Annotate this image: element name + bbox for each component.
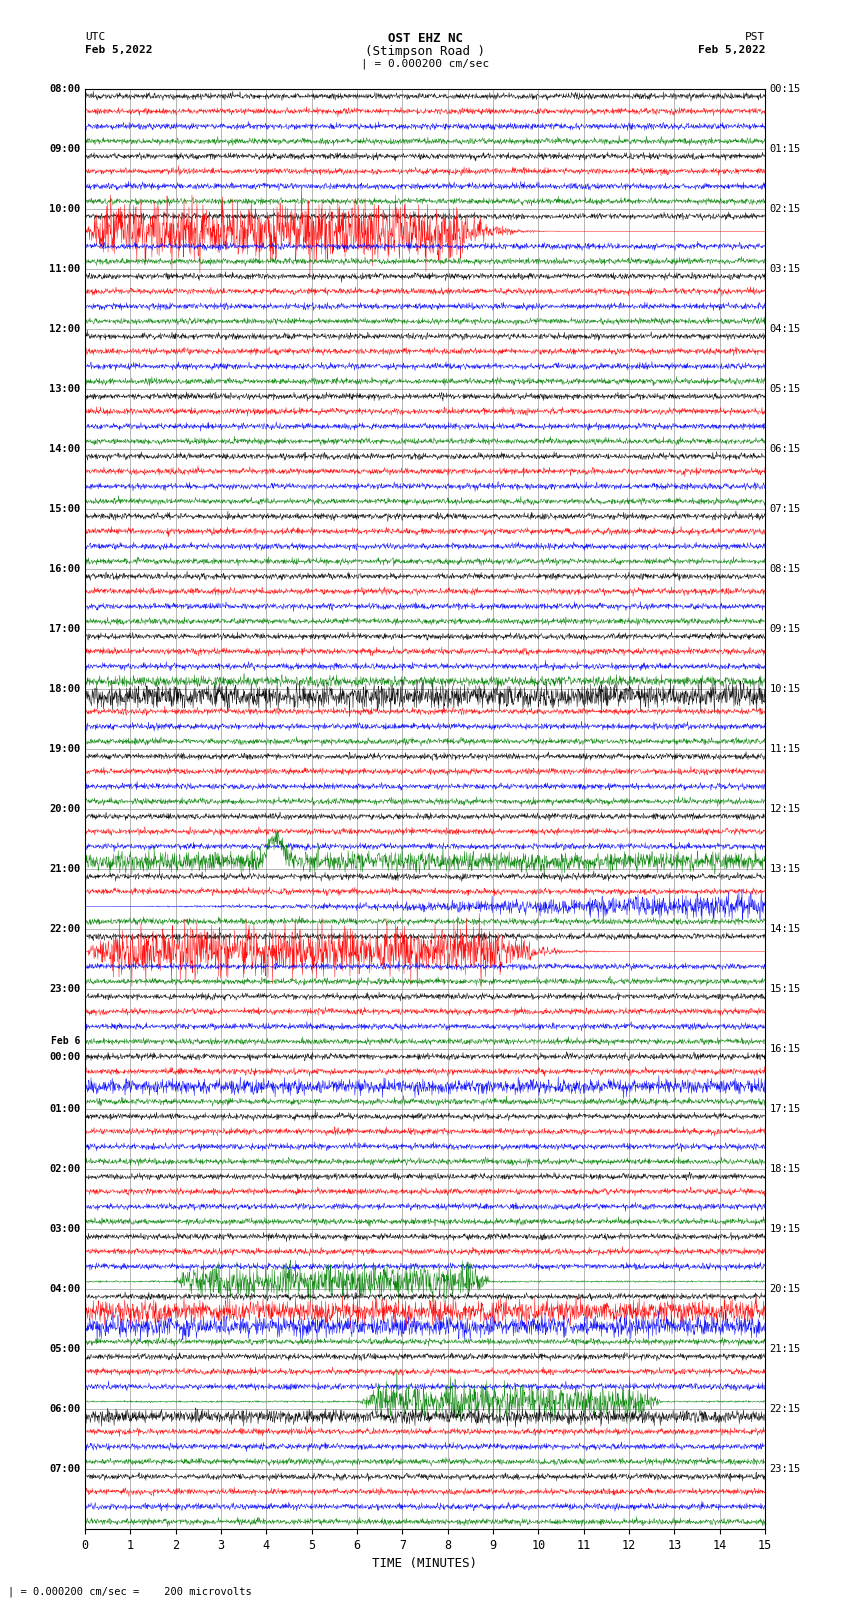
Text: Feb 5,2022: Feb 5,2022 bbox=[698, 45, 765, 55]
Text: Feb 6: Feb 6 bbox=[51, 1036, 81, 1045]
Text: 03:15: 03:15 bbox=[769, 265, 801, 274]
Text: 22:00: 22:00 bbox=[49, 924, 81, 934]
Text: 20:00: 20:00 bbox=[49, 803, 81, 815]
Text: 04:00: 04:00 bbox=[49, 1284, 81, 1294]
Text: 22:15: 22:15 bbox=[769, 1403, 801, 1415]
Text: 07:00: 07:00 bbox=[49, 1465, 81, 1474]
Text: | = 0.000200 cm/sec: | = 0.000200 cm/sec bbox=[361, 58, 489, 69]
Text: 15:15: 15:15 bbox=[769, 984, 801, 994]
Text: 21:00: 21:00 bbox=[49, 865, 81, 874]
Text: Feb 5,2022: Feb 5,2022 bbox=[85, 45, 152, 55]
Text: 01:15: 01:15 bbox=[769, 144, 801, 153]
Text: 15:00: 15:00 bbox=[49, 503, 81, 515]
Text: 14:00: 14:00 bbox=[49, 444, 81, 453]
Text: 06:00: 06:00 bbox=[49, 1403, 81, 1415]
Text: 23:15: 23:15 bbox=[769, 1465, 801, 1474]
Text: 16:15: 16:15 bbox=[769, 1044, 801, 1053]
Text: 11:00: 11:00 bbox=[49, 265, 81, 274]
Text: 17:15: 17:15 bbox=[769, 1103, 801, 1115]
Text: 05:00: 05:00 bbox=[49, 1344, 81, 1353]
Text: 07:15: 07:15 bbox=[769, 503, 801, 515]
Text: 00:00: 00:00 bbox=[49, 1052, 81, 1063]
Text: 12:15: 12:15 bbox=[769, 803, 801, 815]
Text: 09:00: 09:00 bbox=[49, 144, 81, 153]
Text: (Stimpson Road ): (Stimpson Road ) bbox=[365, 45, 485, 58]
Text: 12:00: 12:00 bbox=[49, 324, 81, 334]
Text: OST EHZ NC: OST EHZ NC bbox=[388, 32, 462, 45]
Text: 17:00: 17:00 bbox=[49, 624, 81, 634]
Text: 18:00: 18:00 bbox=[49, 684, 81, 694]
Text: 08:15: 08:15 bbox=[769, 565, 801, 574]
Text: 02:15: 02:15 bbox=[769, 203, 801, 215]
Text: 21:15: 21:15 bbox=[769, 1344, 801, 1353]
Text: 18:15: 18:15 bbox=[769, 1165, 801, 1174]
Text: 05:15: 05:15 bbox=[769, 384, 801, 394]
Text: | = 0.000200 cm/sec =    200 microvolts: | = 0.000200 cm/sec = 200 microvolts bbox=[8, 1586, 252, 1597]
Text: UTC: UTC bbox=[85, 32, 105, 42]
Text: PST: PST bbox=[745, 32, 765, 42]
Text: 20:15: 20:15 bbox=[769, 1284, 801, 1294]
Text: 03:00: 03:00 bbox=[49, 1224, 81, 1234]
Text: 19:15: 19:15 bbox=[769, 1224, 801, 1234]
Text: 10:15: 10:15 bbox=[769, 684, 801, 694]
Text: 01:00: 01:00 bbox=[49, 1103, 81, 1115]
Text: 08:00: 08:00 bbox=[49, 84, 81, 94]
Text: 06:15: 06:15 bbox=[769, 444, 801, 453]
Text: 23:00: 23:00 bbox=[49, 984, 81, 994]
Text: 02:00: 02:00 bbox=[49, 1165, 81, 1174]
Text: 14:15: 14:15 bbox=[769, 924, 801, 934]
Text: 09:15: 09:15 bbox=[769, 624, 801, 634]
Text: 13:15: 13:15 bbox=[769, 865, 801, 874]
Text: 11:15: 11:15 bbox=[769, 744, 801, 753]
Text: 19:00: 19:00 bbox=[49, 744, 81, 753]
Text: 04:15: 04:15 bbox=[769, 324, 801, 334]
X-axis label: TIME (MINUTES): TIME (MINUTES) bbox=[372, 1558, 478, 1571]
Text: 00:15: 00:15 bbox=[769, 84, 801, 94]
Text: 16:00: 16:00 bbox=[49, 565, 81, 574]
Text: 13:00: 13:00 bbox=[49, 384, 81, 394]
Text: 10:00: 10:00 bbox=[49, 203, 81, 215]
